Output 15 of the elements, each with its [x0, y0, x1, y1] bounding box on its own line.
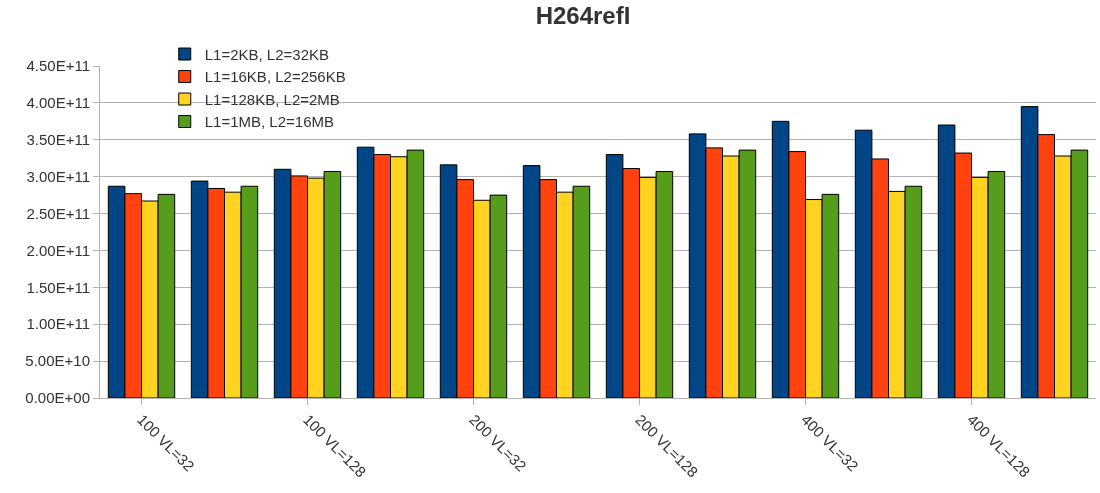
y-tick-label: 0.00E+00 [25, 389, 90, 407]
legend-label: L1=128KB, L2=2MB [204, 90, 340, 108]
y-tick-label: 1.50E+11 [26, 278, 90, 296]
y-tick-label: 3.50E+11 [26, 131, 90, 149]
chart-title: H264refI [535, 2, 631, 30]
legend-label: L1=16KB, L2=256KB [204, 68, 346, 86]
legend-label: L1=1MB, L2=16MB [204, 113, 335, 131]
y-tick-label: 3.00E+11 [26, 167, 90, 185]
y-tick-label: 2.00E+11 [26, 241, 90, 259]
y-tick-label: 4.50E+11 [26, 57, 90, 75]
y-tick-label: 2.50E+11 [26, 204, 90, 222]
legend-label: L1=2KB, L2=32KB [204, 45, 330, 63]
y-tick-label: 1.00E+11 [26, 315, 90, 333]
y-tick-label: 5.00E+10 [25, 352, 90, 370]
y-tick-label: 4.00E+11 [26, 94, 90, 112]
